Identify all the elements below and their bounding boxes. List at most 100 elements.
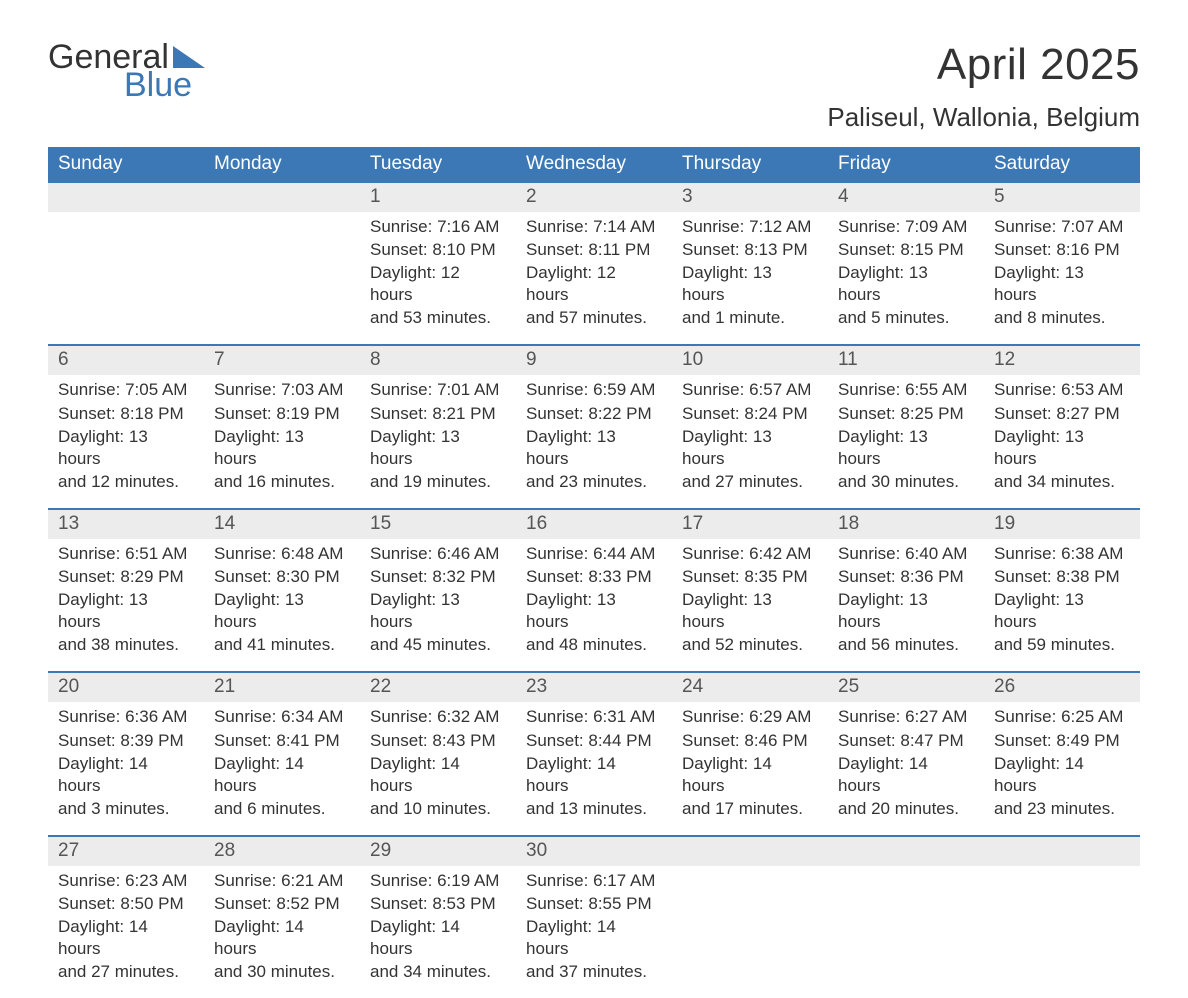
daylight-line2: and 30 minutes. <box>214 961 350 983</box>
daylight-line1: Daylight: 13 hours <box>682 262 818 306</box>
sunrise-line: Sunrise: 6:17 AM <box>526 870 662 892</box>
daynum-strip: 6789101112 <box>48 344 1140 375</box>
sunrise-line: Sunrise: 6:55 AM <box>838 379 974 401</box>
daylight-line2: and 23 minutes. <box>526 471 662 493</box>
daynum-strip: 27282930 <box>48 835 1140 866</box>
sunrise-line: Sunrise: 6:48 AM <box>214 543 350 565</box>
daylight-line1: Daylight: 13 hours <box>58 589 194 633</box>
day-number: 4 <box>828 183 984 212</box>
sunrise-line: Sunrise: 6:38 AM <box>994 543 1130 565</box>
sunset-line: Sunset: 8:16 PM <box>994 239 1130 261</box>
daylight-line1: Daylight: 13 hours <box>526 426 662 470</box>
day-body: Sunrise: 7:03 AMSunset: 8:19 PMDaylight:… <box>204 375 360 507</box>
dow-row: SundayMondayTuesdayWednesdayThursdayFrid… <box>48 147 1140 183</box>
day-number: 26 <box>984 673 1140 702</box>
sunset-line: Sunset: 8:29 PM <box>58 566 194 588</box>
day-body: Sunrise: 6:53 AMSunset: 8:27 PMDaylight:… <box>984 375 1140 507</box>
sunset-line: Sunset: 8:15 PM <box>838 239 974 261</box>
day-body: Sunrise: 6:17 AMSunset: 8:55 PMDaylight:… <box>516 866 672 998</box>
dow-cell: Monday <box>204 147 360 183</box>
day-body: Sunrise: 6:48 AMSunset: 8:30 PMDaylight:… <box>204 539 360 671</box>
day-body: Sunrise: 6:42 AMSunset: 8:35 PMDaylight:… <box>672 539 828 671</box>
day-body: Sunrise: 6:57 AMSunset: 8:24 PMDaylight:… <box>672 375 828 507</box>
daylight-line2: and 23 minutes. <box>994 798 1130 820</box>
day-cell: Sunrise: 6:25 AMSunset: 8:49 PMDaylight:… <box>984 702 1140 834</box>
sunset-line: Sunset: 8:47 PM <box>838 730 974 752</box>
sunset-line: Sunset: 8:30 PM <box>214 566 350 588</box>
sunrise-line: Sunrise: 6:36 AM <box>58 706 194 728</box>
daylight-line2: and 52 minutes. <box>682 634 818 656</box>
daylight-line2: and 34 minutes. <box>370 961 506 983</box>
daylight-line2: and 41 minutes. <box>214 634 350 656</box>
sunset-line: Sunset: 8:19 PM <box>214 403 350 425</box>
daylight-line2: and 16 minutes. <box>214 471 350 493</box>
sunset-line: Sunset: 8:11 PM <box>526 239 662 261</box>
day-cell: Sunrise: 7:01 AMSunset: 8:21 PMDaylight:… <box>360 375 516 507</box>
day-cell: Sunrise: 6:29 AMSunset: 8:46 PMDaylight:… <box>672 702 828 834</box>
day-body: Sunrise: 7:05 AMSunset: 8:18 PMDaylight:… <box>48 375 204 507</box>
day-cell: Sunrise: 6:53 AMSunset: 8:27 PMDaylight:… <box>984 375 1140 507</box>
day-number: 15 <box>360 510 516 539</box>
daylight-line2: and 34 minutes. <box>994 471 1130 493</box>
day-number: 14 <box>204 510 360 539</box>
day-cell: Sunrise: 6:34 AMSunset: 8:41 PMDaylight:… <box>204 702 360 834</box>
day-body: Sunrise: 6:23 AMSunset: 8:50 PMDaylight:… <box>48 866 204 998</box>
dow-cell: Friday <box>828 147 984 183</box>
daylight-line1: Daylight: 13 hours <box>526 589 662 633</box>
day-cell: Sunrise: 6:46 AMSunset: 8:32 PMDaylight:… <box>360 539 516 671</box>
sunrise-line: Sunrise: 7:09 AM <box>838 216 974 238</box>
sunrise-line: Sunrise: 6:23 AM <box>58 870 194 892</box>
day-body <box>984 866 1140 884</box>
day-body: Sunrise: 7:14 AMSunset: 8:11 PMDaylight:… <box>516 212 672 344</box>
day-body <box>48 212 204 230</box>
daylight-line2: and 37 minutes. <box>526 961 662 983</box>
sunset-line: Sunset: 8:50 PM <box>58 893 194 915</box>
calendar: SundayMondayTuesdayWednesdayThursdayFrid… <box>48 147 1140 998</box>
sunrise-line: Sunrise: 7:16 AM <box>370 216 506 238</box>
sunset-line: Sunset: 8:52 PM <box>214 893 350 915</box>
daylight-line2: and 20 minutes. <box>838 798 974 820</box>
sunrise-line: Sunrise: 6:29 AM <box>682 706 818 728</box>
sunrise-line: Sunrise: 6:46 AM <box>370 543 506 565</box>
day-body <box>828 866 984 884</box>
daylight-line1: Daylight: 13 hours <box>994 426 1130 470</box>
sunrise-line: Sunrise: 6:59 AM <box>526 379 662 401</box>
sunset-line: Sunset: 8:44 PM <box>526 730 662 752</box>
day-number <box>984 837 1140 866</box>
day-number: 18 <box>828 510 984 539</box>
weeks-container: 12345Sunrise: 7:16 AMSunset: 8:10 PMDayl… <box>48 183 1140 998</box>
day-number: 27 <box>48 837 204 866</box>
sunrise-line: Sunrise: 6:27 AM <box>838 706 974 728</box>
daylight-line2: and 30 minutes. <box>838 471 974 493</box>
day-number: 7 <box>204 346 360 375</box>
sunset-line: Sunset: 8:39 PM <box>58 730 194 752</box>
day-cell: Sunrise: 6:44 AMSunset: 8:33 PMDaylight:… <box>516 539 672 671</box>
daylight-line2: and 59 minutes. <box>994 634 1130 656</box>
day-number: 6 <box>48 346 204 375</box>
day-cell <box>48 212 204 344</box>
day-body: Sunrise: 6:46 AMSunset: 8:32 PMDaylight:… <box>360 539 516 671</box>
day-cell: Sunrise: 7:12 AMSunset: 8:13 PMDaylight:… <box>672 212 828 344</box>
sunrise-line: Sunrise: 7:12 AM <box>682 216 818 238</box>
day-body: Sunrise: 7:16 AMSunset: 8:10 PMDaylight:… <box>360 212 516 344</box>
day-cell: Sunrise: 7:09 AMSunset: 8:15 PMDaylight:… <box>828 212 984 344</box>
daylight-line2: and 12 minutes. <box>58 471 194 493</box>
daylight-line1: Daylight: 13 hours <box>994 589 1130 633</box>
daylight-line1: Daylight: 13 hours <box>214 426 350 470</box>
day-cell <box>828 866 984 998</box>
daylight-line2: and 57 minutes. <box>526 307 662 329</box>
daylight-line1: Daylight: 13 hours <box>682 589 818 633</box>
day-number: 1 <box>360 183 516 212</box>
location: Paliseul, Wallonia, Belgium <box>827 102 1140 133</box>
day-cell: Sunrise: 6:36 AMSunset: 8:39 PMDaylight:… <box>48 702 204 834</box>
daynum-strip: 20212223242526 <box>48 671 1140 702</box>
sunrise-line: Sunrise: 6:21 AM <box>214 870 350 892</box>
day-number: 20 <box>48 673 204 702</box>
dow-cell: Tuesday <box>360 147 516 183</box>
day-body: Sunrise: 6:19 AMSunset: 8:53 PMDaylight:… <box>360 866 516 998</box>
day-body: Sunrise: 6:31 AMSunset: 8:44 PMDaylight:… <box>516 702 672 834</box>
sunset-line: Sunset: 8:38 PM <box>994 566 1130 588</box>
sunrise-line: Sunrise: 6:42 AM <box>682 543 818 565</box>
sunset-line: Sunset: 8:53 PM <box>370 893 506 915</box>
day-cell: Sunrise: 6:32 AMSunset: 8:43 PMDaylight:… <box>360 702 516 834</box>
